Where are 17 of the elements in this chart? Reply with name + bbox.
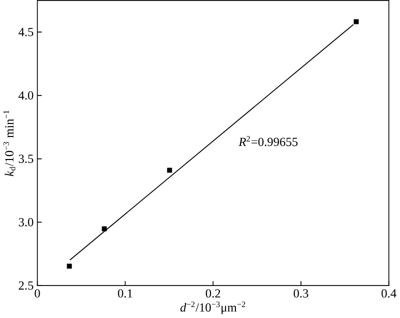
y-tick-label: 2.5 <box>18 282 34 290</box>
x-axis-title: d$^{−2}$/10$^{−3}$μm$^{−2}$ <box>180 302 246 314</box>
x-tick-label: 0.1 <box>118 289 132 298</box>
point <box>167 168 172 173</box>
x-tick-label: 0.3 <box>294 289 308 298</box>
x-tick-label: 0.2 <box>206 289 220 298</box>
x-tick-label: 0 <box>34 289 40 298</box>
point <box>102 226 107 232</box>
annotation: R$^{2}$=0.99655 <box>238 136 298 146</box>
point <box>66 264 72 269</box>
y-axis-title: k$_{d}$/10$^{−3}$ min$^{−1}$ <box>3 110 16 176</box>
y-tick-label: 4.0 <box>18 91 34 100</box>
y-tick-label: 4.5 <box>18 28 34 36</box>
point <box>354 19 359 24</box>
x-tick-label: 0.4 <box>382 289 396 298</box>
y-tick-label: 3.5 <box>18 154 34 164</box>
y-tick-label: 3.0 <box>18 218 34 227</box>
